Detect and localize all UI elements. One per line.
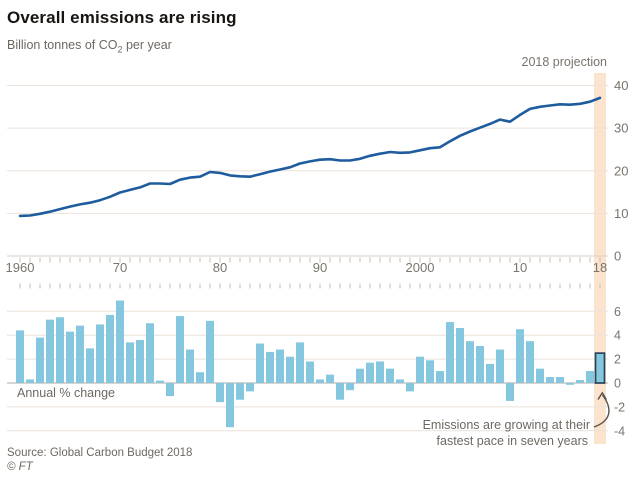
bar-2017	[586, 371, 594, 383]
bar-1979	[206, 320, 214, 383]
bar-1976	[176, 316, 184, 383]
source-note: Source: Global Carbon Budget 2018	[7, 447, 193, 459]
bar-1998	[396, 379, 404, 383]
bar-2003	[446, 322, 454, 383]
line-y-label-40: 40	[614, 78, 628, 93]
emissions-line-series	[18, 96, 602, 218]
bar-1968	[96, 324, 104, 383]
line-chart-x-axis-labels: 1960 70 80 90 2000 10 18	[6, 260, 608, 275]
line-chart-x-ticks	[19, 257, 601, 263]
bar-1992	[336, 383, 344, 400]
bar-1961	[26, 379, 34, 383]
bar-1994	[356, 368, 364, 383]
bar-1967	[86, 348, 94, 383]
bar-1960	[16, 330, 24, 383]
bar-2007	[486, 363, 494, 383]
line-y-label-30: 30	[614, 121, 628, 136]
bar-2012	[536, 368, 544, 383]
bar-1965	[66, 331, 74, 383]
bar-1990	[316, 379, 324, 383]
bar-1991	[326, 374, 334, 383]
chart-subtitle: Billion tonnes of CO2 per year	[7, 38, 627, 55]
bar-y-label-4: 4	[614, 329, 621, 343]
note-line1: Emissions are growing at their	[423, 418, 590, 432]
bar-1978	[196, 372, 204, 383]
bar-2001	[426, 360, 434, 383]
note-line2: fastest pace in seven years	[437, 434, 588, 448]
bar-1962	[36, 337, 44, 383]
bar-1983	[246, 383, 254, 392]
x-label-1990: 90	[313, 260, 327, 275]
annotation-arrowhead	[597, 391, 607, 400]
bar-1982	[236, 383, 244, 400]
x-label-2010: 10	[513, 260, 527, 275]
bar-1972	[136, 339, 144, 383]
bar-1980	[216, 383, 224, 403]
line-y-label-0: 0	[614, 249, 621, 264]
bar-y-label--2: -2	[614, 400, 625, 414]
annotation-arrow	[593, 394, 610, 428]
bar-1981	[226, 383, 234, 428]
bar-1966	[76, 325, 84, 383]
subtitle-subscript: 2	[117, 44, 123, 55]
line-chart-gridlines	[7, 85, 608, 257]
x-label-1980: 80	[213, 260, 227, 275]
bar-1986	[276, 349, 284, 383]
bar-y-label-2: 2	[614, 353, 621, 367]
bar-1971	[126, 342, 134, 383]
x-label-1960: 1960	[6, 260, 35, 275]
bar-2002	[436, 371, 444, 383]
bar-1975	[166, 383, 174, 397]
bar-2005	[466, 341, 474, 383]
x-label-2018: 18	[593, 260, 607, 275]
bar-1995	[366, 362, 374, 383]
subtitle-suffix: per year	[122, 38, 172, 52]
line-y-label-20: 20	[614, 163, 628, 178]
page-title: Overall emissions are rising	[7, 8, 237, 27]
bar-2013	[546, 377, 554, 383]
bar-y-label-0: 0	[614, 377, 621, 391]
bar-1977	[186, 349, 194, 383]
projection-label: 2018 projection	[522, 55, 608, 69]
bar-2004	[456, 328, 464, 383]
bar-1989	[306, 361, 314, 383]
bar-chart-y-axis-labels: 6 4 2 0 -2 -4	[614, 305, 625, 439]
bar-2010	[516, 329, 524, 383]
bar-2018	[594, 352, 606, 384]
line-chart-y-axis-labels: 0 10 20 30 40	[614, 78, 628, 264]
bar-1974	[156, 380, 164, 383]
bar-2000	[416, 356, 424, 383]
subtitle-prefix: Billion tonnes of CO	[7, 38, 118, 52]
bar-1969	[106, 314, 114, 383]
annual-change-bars	[16, 300, 606, 428]
bar-1984	[256, 343, 264, 383]
bar-1999	[406, 383, 414, 392]
bar-1988	[296, 342, 304, 383]
x-label-1970: 70	[113, 260, 127, 275]
bar-1997	[386, 368, 394, 383]
ft-copyright: © FT	[7, 461, 33, 473]
bar-2014	[556, 377, 564, 383]
bar-1987	[286, 356, 294, 383]
bar-2015	[566, 383, 574, 385]
bar-2016	[576, 380, 584, 383]
bar-2009	[506, 383, 514, 401]
bar-2008	[496, 349, 504, 383]
bar-panel-label: Annual % change	[17, 386, 115, 400]
bar-1993	[346, 383, 354, 391]
bar-1985	[266, 351, 274, 383]
bar-2006	[476, 345, 484, 383]
bar-1996	[376, 361, 384, 383]
x-label-2000: 2000	[406, 260, 435, 275]
bar-y-label-6: 6	[614, 305, 621, 319]
bar-1964	[56, 317, 64, 383]
bar-2011	[526, 341, 534, 383]
bar-1970	[116, 300, 124, 383]
bar-1973	[146, 323, 154, 383]
bar-chart-x-ticks	[19, 283, 601, 289]
bar-y-label--4: -4	[614, 424, 625, 438]
line-y-label-10: 10	[614, 206, 628, 221]
bar-1963	[46, 319, 54, 383]
